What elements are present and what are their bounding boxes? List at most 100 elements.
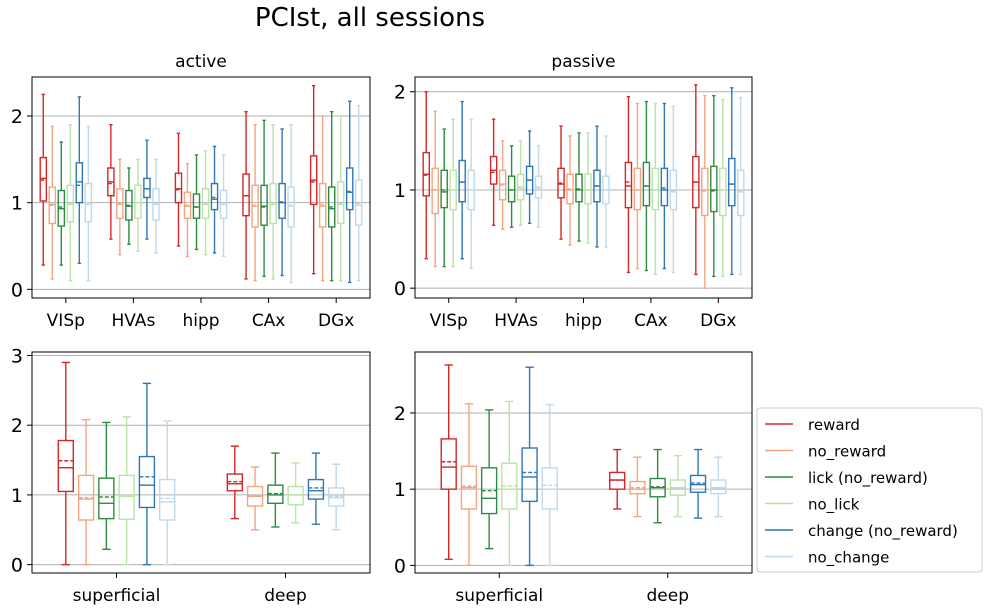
box-plot bbox=[710, 456, 727, 518]
box-plot bbox=[116, 158, 124, 256]
x-tick-label: VISp bbox=[430, 311, 468, 331]
x-tick-label: hipp bbox=[182, 311, 219, 331]
box-plot bbox=[125, 167, 133, 245]
box bbox=[728, 157, 736, 207]
box-plot bbox=[602, 135, 610, 248]
legend-label: no_lick bbox=[808, 496, 860, 515]
series-1 bbox=[431, 94, 709, 289]
box-plot bbox=[226, 445, 244, 520]
box bbox=[689, 474, 707, 493]
box-plot bbox=[307, 452, 325, 525]
box bbox=[609, 471, 626, 490]
series-5 bbox=[158, 420, 345, 566]
box-plot bbox=[692, 84, 700, 276]
box bbox=[575, 173, 583, 203]
y-tick-label: 2 bbox=[394, 82, 406, 104]
x-tick-label: hipp bbox=[565, 311, 602, 331]
box-plot bbox=[327, 463, 345, 531]
x-tick-label: CAx bbox=[252, 311, 286, 331]
box-plot bbox=[84, 125, 93, 282]
box-plot bbox=[501, 400, 518, 567]
box-plot bbox=[118, 416, 135, 566]
box-plot bbox=[609, 448, 626, 510]
legend-label: reward bbox=[808, 416, 860, 434]
box bbox=[624, 161, 633, 209]
box bbox=[138, 455, 156, 509]
box-plot bbox=[242, 110, 250, 280]
box-plot bbox=[98, 421, 115, 550]
box-plot bbox=[267, 452, 284, 528]
box bbox=[118, 474, 135, 521]
box-plot bbox=[669, 454, 687, 518]
box-plot bbox=[660, 102, 669, 270]
legend-item: no_lick bbox=[765, 496, 860, 515]
x-tick-label: CAx bbox=[634, 311, 668, 331]
box bbox=[345, 167, 354, 211]
box-plot bbox=[629, 456, 646, 518]
chart-panel-1: 0 1 2 VISp HVAs hipp CAx DGx passive bbox=[394, 52, 753, 331]
box-plot bbox=[516, 140, 525, 227]
box bbox=[507, 175, 516, 203]
box-plot bbox=[39, 93, 48, 266]
box-plot bbox=[525, 130, 534, 225]
series-4 bbox=[458, 87, 736, 276]
box-plot bbox=[642, 100, 651, 272]
box bbox=[701, 167, 709, 217]
box-plot bbox=[689, 448, 707, 519]
box-plot bbox=[557, 125, 565, 240]
series-0 bbox=[57, 361, 244, 566]
y-tick-label: 0 bbox=[11, 279, 23, 301]
x-tick-label: DGx bbox=[318, 311, 354, 331]
panels: 0 1 2 VISp HVAs hipp CAx DGx active 0 1 2 VISp HVAs hi… bbox=[11, 52, 753, 606]
box-plot bbox=[192, 154, 201, 251]
box-plot bbox=[737, 96, 745, 276]
box bbox=[143, 177, 151, 199]
box bbox=[336, 181, 345, 225]
box-plot bbox=[431, 110, 439, 268]
box-plot bbox=[710, 94, 718, 278]
box-plot bbox=[201, 149, 210, 256]
box bbox=[633, 167, 642, 211]
series-0 bbox=[440, 364, 626, 560]
series-0 bbox=[422, 84, 700, 276]
box-plot bbox=[460, 403, 478, 567]
box bbox=[440, 438, 457, 490]
box-plot bbox=[336, 115, 345, 282]
box-plot bbox=[107, 123, 115, 240]
box-plot bbox=[507, 145, 516, 228]
box-plot bbox=[158, 420, 176, 566]
box-plot bbox=[575, 132, 583, 242]
chart-panel-3: 0 1 2 superficial deep bbox=[394, 351, 753, 606]
box-plot bbox=[287, 462, 304, 524]
y-tick-label: 0 bbox=[11, 555, 23, 577]
box-plot bbox=[541, 403, 558, 567]
box-plot bbox=[260, 119, 268, 278]
x-tick-label: VISp bbox=[47, 311, 85, 331]
box bbox=[39, 156, 48, 202]
box-plot bbox=[534, 145, 543, 228]
series-2 bbox=[440, 94, 718, 278]
box-plot bbox=[467, 118, 475, 270]
series-1 bbox=[48, 115, 327, 282]
y-tick-label: 2 bbox=[11, 415, 23, 437]
box-plot bbox=[174, 132, 183, 247]
legend-item: no_change bbox=[765, 549, 889, 568]
box-plot bbox=[251, 123, 259, 282]
box-plot bbox=[354, 104, 363, 282]
legend-label: lick (no_reward) bbox=[808, 469, 928, 488]
box bbox=[719, 167, 727, 217]
panel-title: active bbox=[175, 52, 227, 72]
x-tick-label: superficial bbox=[73, 586, 161, 606]
box-plot bbox=[219, 154, 228, 258]
box-plot bbox=[498, 140, 507, 230]
y-tick-label: 3 bbox=[11, 345, 23, 367]
x-tick-label: HVAs bbox=[111, 311, 155, 331]
box-plot bbox=[77, 418, 95, 566]
box-plot bbox=[246, 466, 264, 531]
box bbox=[431, 167, 439, 215]
box-plot bbox=[440, 128, 448, 268]
legend-item: no_reward bbox=[765, 443, 886, 462]
box-plot bbox=[318, 115, 327, 282]
